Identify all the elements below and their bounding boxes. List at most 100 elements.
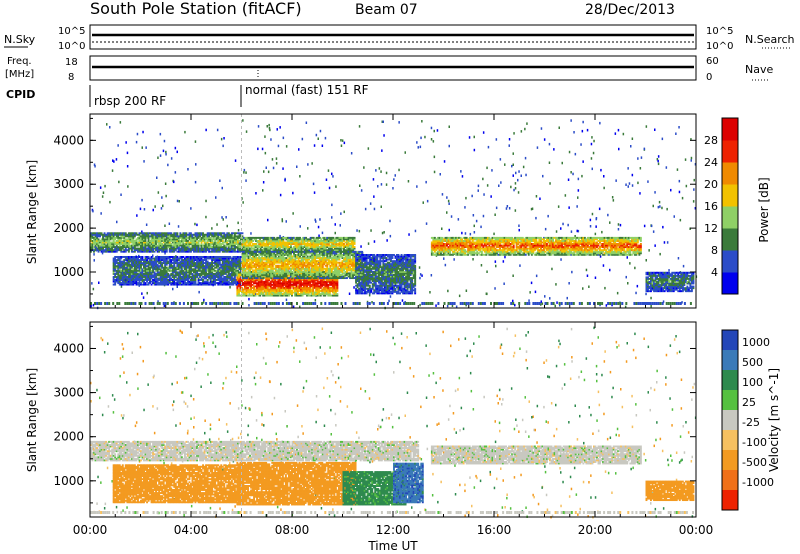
echo-cell [194, 238, 197, 241]
echo-cell [91, 232, 94, 235]
echo-cell [212, 265, 215, 268]
echo-cell [217, 272, 220, 275]
echo-cell [165, 277, 168, 280]
echo-cell [271, 244, 274, 247]
echo-cell [93, 232, 95, 235]
echo-cell [149, 259, 152, 262]
echo-cell [97, 246, 100, 249]
echo-cell [203, 274, 206, 277]
echo-cell [185, 232, 188, 235]
echo-cell [123, 271, 126, 274]
echo-cell [283, 247, 286, 250]
echo-cell [327, 169, 330, 172]
echo-cell [150, 236, 153, 239]
echo-cell [296, 236, 298, 239]
echo-cell [117, 233, 120, 236]
echo-cell [419, 273, 422, 276]
echo-cell [202, 280, 205, 283]
echo-cell [227, 265, 230, 268]
echo-cell [117, 232, 120, 235]
echo-cell [239, 271, 242, 274]
echo-cell [227, 276, 230, 278]
echo-cell [338, 247, 341, 250]
echo-cell [286, 283, 289, 286]
echo-cell [170, 233, 173, 236]
echo-cell [173, 271, 176, 274]
echo-cell [140, 232, 142, 235]
echo-cell [280, 243, 283, 245]
echo-cell [158, 250, 161, 253]
echo-cell [233, 263, 236, 266]
echo-cell [230, 240, 233, 242]
echo-cell [256, 249, 259, 252]
echo-cell [226, 236, 229, 239]
echo-cell [350, 240, 353, 242]
echo-cell [300, 283, 303, 286]
echo-cell [631, 184, 634, 187]
echo-cell [297, 286, 299, 289]
echo-cell [333, 279, 336, 282]
echo-cell [626, 256, 628, 259]
echo-cell [347, 240, 350, 242]
echo-cell [267, 249, 270, 252]
echo-cell [277, 282, 280, 285]
echo-cell [93, 238, 95, 241]
echo-cell [147, 260, 150, 263]
echo-cell [303, 283, 306, 286]
echo-cell [243, 246, 245, 249]
echo-cell [226, 235, 229, 238]
echo-cell [112, 277, 115, 280]
echo-cell [289, 286, 292, 289]
echo-cell [194, 279, 197, 281]
echo-cell [224, 240, 227, 242]
echo-cell [182, 272, 185, 275]
echo-cell [144, 241, 147, 244]
echo-cell [129, 271, 132, 274]
echo-cell [162, 274, 165, 277]
echo-cell [176, 259, 179, 262]
echo-cell [332, 175, 334, 178]
echo-cell [327, 236, 330, 239]
echo-cell [515, 171, 517, 175]
echo-cell [190, 207, 192, 210]
echo-cell [223, 247, 226, 250]
echo-cell [203, 257, 206, 260]
echo-cell [124, 244, 127, 247]
echo-cell [161, 274, 164, 277]
echo-cell [173, 249, 176, 252]
echo-cell [315, 246, 318, 249]
echo-cell [288, 285, 290, 288]
echo-cell [318, 291, 321, 294]
echo-cell [215, 279, 218, 281]
echo-cell [188, 246, 191, 249]
echo-cell [477, 184, 480, 188]
echo-cell [147, 256, 150, 258]
echo-cell [150, 265, 153, 268]
echo-cell [317, 243, 320, 245]
echo-cell [94, 240, 97, 242]
echo-cell [161, 271, 164, 274]
echo-cell [242, 290, 245, 292]
echo-cell [315, 133, 318, 137]
echo-cell [298, 288, 301, 291]
echo-cell [294, 288, 296, 291]
echo-cell [205, 271, 208, 274]
echo-cell [224, 238, 227, 241]
echo-cell [117, 235, 120, 238]
echo-cell [214, 257, 217, 260]
echo-cell [205, 259, 208, 262]
echo-cell [266, 294, 269, 297]
echo-cell [326, 243, 329, 245]
echo-cell [338, 241, 341, 244]
echo-cell [333, 285, 336, 288]
echo-cell [269, 293, 272, 296]
echo-cell [340, 244, 342, 247]
echo-cell [469, 232, 472, 236]
echo-cell [439, 173, 441, 176]
echo-cell [121, 235, 124, 238]
echo-cell [253, 236, 256, 239]
echo-cell [261, 240, 264, 242]
echo-cell [127, 238, 130, 241]
echo-cell [193, 249, 195, 252]
echo-cell [194, 247, 197, 250]
